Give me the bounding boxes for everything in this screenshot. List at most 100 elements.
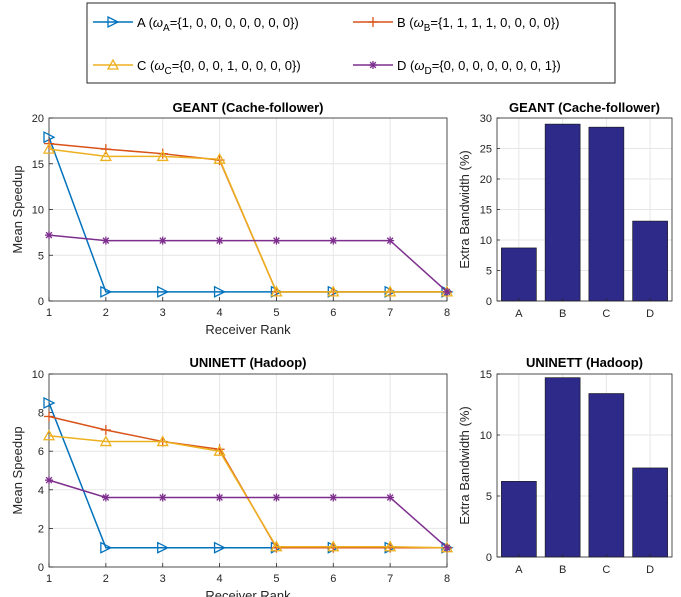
- x-tick-label: 4: [217, 573, 223, 585]
- series-line: [48, 142, 447, 293]
- legend-vector: ={0, 0, 0, 0, 0, 0, 0, 1}): [432, 58, 561, 73]
- legend-omega: ω: [153, 15, 163, 30]
- series-d: [45, 231, 451, 296]
- data-point: [272, 236, 281, 245]
- data-point: [100, 285, 113, 298]
- x-tick-label: 3: [160, 307, 166, 319]
- series-line: [48, 402, 447, 549]
- y-ticks: 0 5 10 15 20 25 30: [480, 113, 500, 308]
- y-tick-label: 25: [480, 144, 492, 156]
- series-c: [42, 142, 454, 297]
- y-ticks: 0 5 10 15: [480, 369, 500, 564]
- y-tick-label: 4: [38, 485, 44, 497]
- series-line: [48, 234, 448, 293]
- grid: [48, 373, 448, 568]
- legend-vector: ={1, 1, 1, 1, 0, 0, 0, 0}): [430, 15, 559, 30]
- data-point: [99, 150, 112, 162]
- chart-title: GEANT (Cache-follower): [509, 100, 660, 115]
- plot-frame: [496, 373, 673, 558]
- y-tick-label: 5: [486, 491, 492, 503]
- x-tick-label: 8: [444, 573, 450, 585]
- x-axis-label: Receiver Rank: [205, 588, 291, 597]
- data-point: [384, 285, 397, 297]
- legend-marker: [107, 15, 120, 29]
- x-tick-label: 5: [273, 307, 279, 319]
- bar-chart-uninett: A B C D 0 5 10 15 UNINETT (Hadoop) Extra Bandwidt…: [457, 355, 673, 576]
- series-c: [42, 429, 454, 553]
- legend-entry-d: D (ωD={0, 0, 0, 0, 0, 0, 0, 1}): [353, 58, 561, 77]
- legend-label: C (ωC={0, 0, 0, 1, 0, 0, 0, 0}): [137, 58, 301, 77]
- series-d: [45, 476, 451, 552]
- legend-label: A (ωA={1, 0, 0, 0, 0, 0, 0, 0}): [137, 15, 299, 34]
- x-tick-label: A: [515, 564, 523, 576]
- x-tick-label: B: [559, 564, 566, 576]
- y-tick-label: 8: [38, 408, 44, 420]
- data-point: [215, 493, 224, 502]
- data-point: [101, 493, 110, 502]
- series-line: [48, 479, 448, 549]
- series-line: [48, 148, 447, 293]
- legend-omega: ω: [154, 58, 164, 73]
- legend-omega: ω: [414, 15, 424, 30]
- data-point: [100, 424, 111, 435]
- data-point: [43, 396, 56, 410]
- data-point: [99, 435, 112, 447]
- data-point: [213, 541, 227, 554]
- chart-title: UNINETT (Hadoop): [190, 355, 307, 370]
- legend: A (ωA={1, 0, 0, 0, 0, 0, 0, 0}) B (ωB={1,…: [86, 2, 616, 84]
- data-point: [156, 150, 169, 162]
- x-ticks: A B C D: [515, 298, 654, 320]
- data-point: [213, 285, 227, 298]
- data-point: [45, 476, 53, 485]
- bars: [501, 123, 668, 302]
- data-point: [329, 493, 338, 502]
- data-point: [215, 236, 224, 245]
- data-point: [157, 285, 170, 298]
- data-point: [158, 493, 167, 502]
- y-tick-label: 20: [32, 113, 44, 125]
- legend-subscript: D: [424, 66, 431, 77]
- data-point: [329, 236, 338, 245]
- data-point: [42, 429, 56, 441]
- bar-chart-geant: A B C D 0 5 10 15 20 25 30 GEANT (Cache-follower) Ex…: [457, 100, 673, 320]
- y-ticks: 0 2 4 6 8 10: [32, 369, 53, 574]
- data-point: [386, 493, 395, 502]
- x-tick-label: 5: [273, 573, 279, 585]
- legend-prefix: C (: [137, 58, 155, 73]
- y-tick-label: 20: [480, 174, 492, 186]
- y-axis-label: Mean Speedup: [10, 426, 25, 514]
- y-tick-label: 15: [480, 369, 492, 381]
- legend-marker: [106, 58, 120, 70]
- x-ticks: A B C D: [515, 554, 654, 576]
- data-point: [158, 236, 167, 245]
- legend-omega: ω: [414, 58, 424, 73]
- x-tick-label: 1: [46, 573, 52, 585]
- data-point: [157, 541, 170, 554]
- data-point: [272, 493, 281, 502]
- x-tick-label: 7: [387, 573, 393, 585]
- y-tick-label: 10: [480, 430, 492, 442]
- x-tick-label: 2: [103, 307, 109, 319]
- x-tick-label: 2: [103, 573, 109, 585]
- data-point: [443, 543, 451, 552]
- data-point: [270, 285, 283, 297]
- legend-label: B (ωB={1, 1, 1, 1, 0, 0, 0, 0}): [397, 15, 559, 34]
- x-ticks: 1 2 3 4 5 6 7 8: [46, 563, 450, 585]
- y-tick-label: 5: [486, 266, 492, 278]
- line-chart-geant: 1 2 3 4 5 6 7 8 0 5 10 15 20 GEANT (Cache-follower) Re…: [10, 100, 454, 337]
- y-ticks: 0 5 10 15 20: [32, 113, 53, 308]
- x-tick-label: 3: [160, 573, 166, 585]
- y-tick-label: 30: [480, 113, 492, 125]
- y-axis-label: Extra Bandwidth (%): [457, 150, 472, 269]
- x-tick-label: 4: [217, 307, 223, 319]
- x-tick-label: D: [646, 564, 654, 576]
- data-point: [386, 236, 395, 245]
- bar-a: [501, 481, 537, 558]
- y-axis-label: Mean Speedup: [10, 165, 25, 253]
- data-point: [270, 540, 283, 552]
- legend-prefix: B (: [397, 15, 414, 30]
- data-point: [101, 236, 110, 245]
- data-point: [156, 435, 169, 447]
- bar-b: [544, 123, 581, 302]
